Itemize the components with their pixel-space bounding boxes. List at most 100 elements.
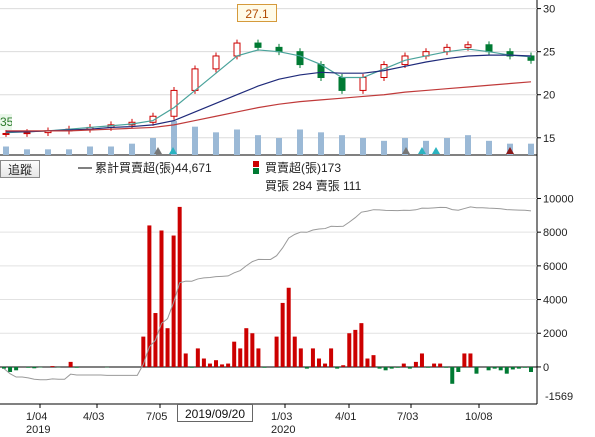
volume-bar: [318, 132, 324, 155]
candle-body: [212, 55, 220, 70]
net-buy-sell-bar: [195, 348, 200, 367]
net-buy-sell-bar: [450, 366, 455, 384]
candle-body: [506, 51, 514, 57]
lower-axis-ticks: 0 2000 4000 6000 8000 10000: [537, 193, 574, 374]
net-buy-sell-bar: [529, 366, 533, 372]
volume-bar: [171, 121, 177, 155]
signal-marker: [169, 147, 177, 154]
net-buy-sell-bar: [329, 348, 334, 367]
candle-body: [170, 89, 178, 117]
cumulative-end-label: -1569: [545, 391, 573, 403]
cursor-price-label: 27.1: [237, 4, 277, 22]
net-buy-sell-bar: [444, 366, 449, 368]
legend-buy-sell-label: 買張 284 賣張 111: [265, 178, 362, 193]
left-edge-value: 35: [0, 114, 12, 130]
net-buy-sell-bar: [498, 366, 503, 371]
legend: 累計買賣超(張)44,671 買賣超(張)173 買張 284 賣張 111: [78, 160, 362, 193]
net-buy-sell-bar: [510, 366, 515, 370]
net-buy-sell-bar: [310, 348, 315, 367]
cumulative-line: [3, 206, 532, 381]
net-buy-sell-bar: [323, 363, 328, 367]
candle-body: [338, 77, 346, 91]
volume-bar: [24, 149, 30, 155]
net-buy-sell-bar: [347, 333, 352, 367]
net-buy-sell-bar: [226, 363, 231, 367]
price-tick-label: 15: [543, 133, 555, 145]
net-buy-sell-bar: [316, 358, 321, 367]
legend-net-up-swatch: [253, 161, 259, 167]
volume-bar: [381, 140, 387, 155]
net-buy-sell-bar: [274, 336, 279, 367]
date-tick-label: 1/04: [26, 411, 47, 423]
lower-tick-label: 2000: [543, 328, 567, 340]
volume-bar: [3, 146, 9, 155]
net-buy-sell-bar: [407, 366, 412, 369]
volume-bar: [66, 149, 72, 155]
price-tick-label: 25: [543, 47, 555, 59]
net-buy-sell-bar: [250, 333, 255, 367]
net-buy-sell-bar: [432, 363, 437, 367]
net-buy-sell-bar: [2, 366, 6, 369]
signal-marker: [506, 147, 514, 154]
date-tick-label: 4/03: [83, 411, 104, 423]
net-buy-sell-bar: [232, 341, 237, 367]
net-buy-sell-bar: [238, 348, 243, 367]
candle-body: [359, 77, 367, 91]
net-buy-sell-bar: [522, 366, 527, 368]
net-buy-sell-bar: [456, 366, 461, 372]
price-tick-label: 20: [543, 90, 555, 102]
ma-mid-short-line: [5, 48, 532, 134]
volume-bar: [528, 143, 534, 155]
volume-bar: [423, 140, 429, 155]
candle-body: [485, 44, 493, 53]
date-tick-label: 7/03: [397, 411, 418, 423]
date-tick-label: 10/08: [465, 411, 493, 423]
net-buy-sell-bar: [353, 329, 358, 367]
volume-bar: [297, 129, 303, 155]
net-buy-sell-bar: [26, 366, 31, 368]
net-buy-sell-bar: [413, 361, 418, 367]
volume-bar: [150, 138, 156, 155]
legend-net-label: 買賣超(張)173: [265, 160, 341, 175]
net-buy-sell-bar: [419, 353, 424, 367]
volume-bar: [339, 135, 345, 155]
lower-tick-label: 10000: [543, 193, 574, 205]
net-buy-sell-bar: [377, 366, 382, 369]
net-buy-sell-bar: [8, 366, 13, 372]
net-buy-sell-bar: [220, 364, 225, 367]
volume-bar: [402, 138, 408, 155]
volume-bar: [276, 138, 282, 155]
volume-bar: [255, 135, 261, 155]
net-buy-sell-bar: [516, 366, 521, 369]
volume-bars: [3, 121, 534, 155]
net-buy-sell-bar: [74, 366, 79, 368]
net-buy-sell-bar: [359, 323, 364, 367]
moving-average-lines: [5, 48, 532, 134]
candle-body: [254, 42, 262, 48]
date-tick-label: 1/03: [271, 411, 292, 423]
year-tick-label: 2019: [26, 424, 50, 436]
signal-markers: [154, 147, 514, 154]
net-buy-sell-bar: [189, 366, 194, 368]
volume-bar: [87, 146, 93, 155]
net-buy-sell-bar: [486, 366, 491, 371]
volume-bar: [465, 135, 471, 155]
signal-marker: [418, 147, 426, 154]
candle-body: [464, 44, 472, 48]
net-buy-sell-bar: [304, 366, 309, 369]
net-buy-sell-bar: [371, 355, 376, 367]
volume-bar: [45, 149, 51, 155]
ma-mid-line: [6, 54, 532, 133]
net-buy-sell-bar: [504, 366, 509, 374]
signal-marker: [432, 147, 440, 154]
legend-cumulative-label: 累計買賣超(張)44,671: [95, 160, 212, 175]
price-axis-ticks: 15 20 25 30: [537, 4, 555, 145]
candle-body: [191, 68, 199, 91]
legend-net-down-swatch: [253, 168, 259, 174]
volume-bar: [213, 132, 219, 155]
candle-body: [2, 132, 10, 135]
track-button[interactable]: 追蹤: [0, 160, 40, 178]
price-panel: 15 20 25 30: [0, 0, 555, 156]
